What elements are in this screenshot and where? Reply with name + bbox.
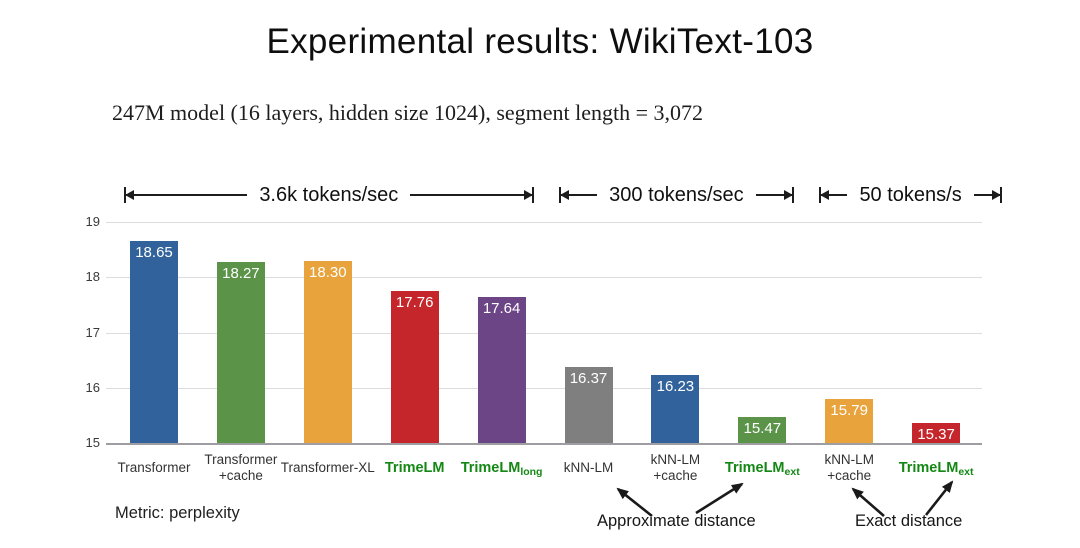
- x-label-text: kNN-LM: [563, 460, 614, 475]
- x-label-2: Transformer-XL: [268, 448, 388, 488]
- bar-value-label: 16.37: [569, 370, 608, 388]
- x-label-text-line2: +cache: [653, 468, 698, 483]
- x-label-text: Transformer-XL: [280, 460, 375, 475]
- speed-marker-right-tick: [999, 187, 1002, 203]
- x-label-9: TrimeLMext: [876, 448, 996, 488]
- bar-4: 17.64: [477, 297, 526, 443]
- x-label-1: Transformer +cache: [181, 448, 301, 488]
- gridline-15: [106, 443, 982, 445]
- gridline-17: [106, 332, 982, 334]
- x-label-5: kNN-LM: [529, 448, 649, 488]
- speed-marker-left-arrow: [124, 190, 248, 200]
- slide-title: Experimental results: WikiText-103: [266, 22, 814, 61]
- x-label-text: kNN-LM: [824, 452, 874, 467]
- x-label-3: TrimeLM: [355, 448, 475, 488]
- x-label-text: TrimeLMext: [724, 459, 800, 478]
- x-label-4: TrimeLMlong: [442, 448, 562, 488]
- annotation-exact-distance: Exact distance: [855, 512, 963, 530]
- x-label-text: TrimeLM: [384, 460, 445, 476]
- slide-subtitle: 247M model (16 layers, hidden size 1024)…: [112, 100, 704, 125]
- y-tick-label-15: 15: [85, 435, 100, 450]
- annotation-approximate-distance: Approximate distance: [597, 512, 756, 530]
- bar-7: 15.47: [738, 417, 787, 443]
- bar-value-label: 18.30: [309, 263, 347, 281]
- speed-marker-right-arrow: [410, 190, 533, 200]
- bar-8: 15.79: [825, 399, 874, 443]
- bar-value-label: 15.79: [830, 402, 868, 420]
- speed-marker-right-tick: [792, 187, 795, 203]
- x-label-subscript: ext: [784, 465, 800, 478]
- x-label-text-line2: +cache: [218, 468, 263, 483]
- bar-5: 16.37: [564, 367, 613, 443]
- bar-value-label: 15.37: [917, 425, 955, 443]
- metric-note: Metric: perplexity: [115, 504, 240, 522]
- speed-marker-label: 3.6k tokens/sec: [259, 183, 399, 206]
- x-label-text-line2: +cache: [827, 468, 872, 483]
- speed-marker-left-arrow: [820, 190, 848, 200]
- bar-value-label: 17.64: [482, 300, 521, 318]
- gridline-18: [106, 277, 982, 279]
- arrow-approx-to-trimelm-ext: [695, 482, 744, 515]
- bar-6: 16.23: [651, 375, 700, 443]
- x-label-8: kNN-LM +cache: [789, 448, 909, 488]
- x-label-text: Transformer: [204, 452, 278, 467]
- speed-marker-0: 3.6k tokens/sec: [124, 183, 534, 207]
- bar-2: 18.30: [303, 260, 352, 443]
- y-tick-label-16: 16: [85, 379, 100, 395]
- speed-marker-right-arrow: [973, 190, 1002, 200]
- y-tick-label-19: 19: [85, 214, 100, 229]
- bar-1: 18.27: [216, 262, 265, 443]
- bar-value-label: 17.76: [395, 293, 434, 311]
- speed-marker-label: 300 tokens/sec: [609, 183, 744, 206]
- x-label-subscript: long: [520, 465, 543, 478]
- y-tick-label-18: 18: [85, 269, 100, 285]
- bar-value-label: 18.27: [222, 265, 260, 283]
- bar-value-label: 15.47: [743, 420, 782, 438]
- speed-marker-right-arrow: [755, 190, 793, 200]
- speed-marker-1: 300 tokens/sec: [558, 183, 795, 207]
- speed-marker-2: 50 tokens/s: [819, 183, 1002, 207]
- bar-9: 15.37: [912, 422, 961, 443]
- y-tick-label-17: 17: [85, 324, 100, 340]
- x-label-text: kNN-LM: [650, 452, 701, 467]
- x-label-text: TrimeLMext: [898, 459, 974, 478]
- bar-3: 17.76: [390, 290, 439, 443]
- speed-marker-left-tick: [558, 187, 561, 203]
- x-label-6: kNN-LM +cache: [615, 448, 735, 488]
- x-label-text: TrimeLMlong: [460, 459, 543, 478]
- speed-marker-left-arrow: [559, 190, 598, 200]
- bar-0: 18.65: [130, 241, 178, 443]
- gridline-16: [106, 387, 982, 389]
- x-label-7: TrimeLMext: [702, 448, 822, 488]
- bar-value-label: 18.65: [135, 244, 173, 262]
- x-label-0: Transformer: [94, 448, 214, 488]
- speed-marker-right-tick: [531, 187, 534, 203]
- gridline-19: [106, 222, 982, 223]
- x-label-subscript: ext: [958, 465, 974, 478]
- x-label-text: Transformer: [117, 460, 191, 475]
- speed-marker-label: 50 tokens/s: [859, 183, 962, 206]
- bar-value-label: 16.23: [656, 378, 695, 396]
